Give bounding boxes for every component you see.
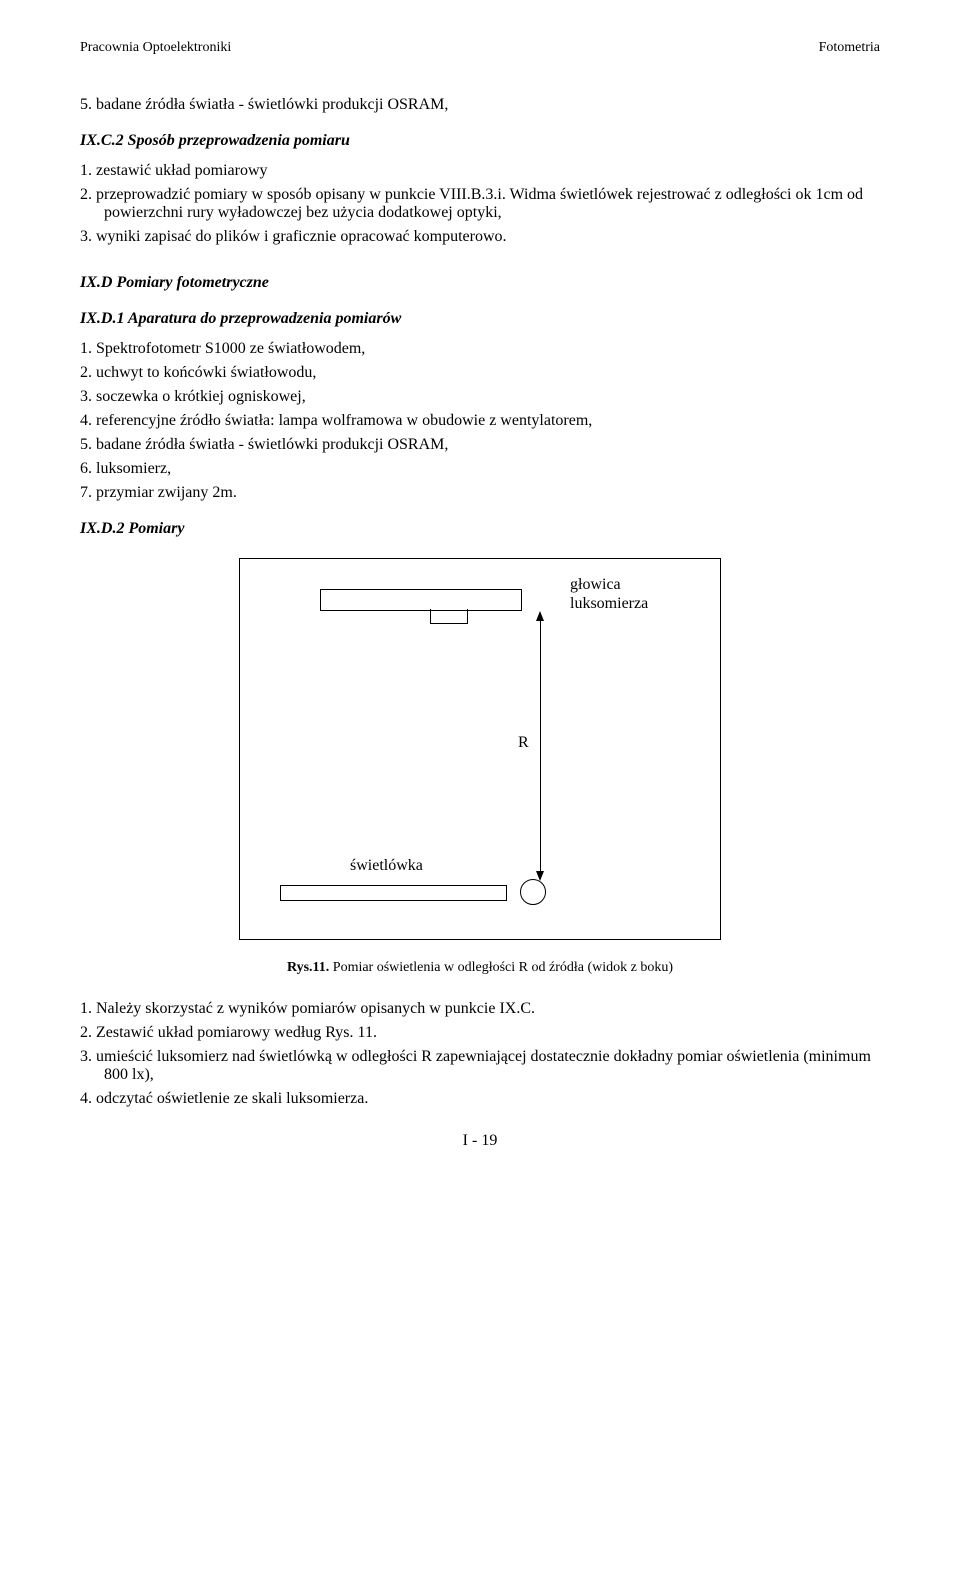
d2-item: 3. umieścić luksomierz nad świetlówką w …	[80, 1048, 880, 1084]
page: Pracownia Optoelektroniki Fotometria 5. …	[0, 0, 960, 1206]
d1-item: 1. Spektrofotometr S1000 ze światłowodem…	[80, 340, 880, 358]
d2-item: 1. Należy skorzystać z wyników pomiarów …	[80, 1000, 880, 1018]
figure-caption-text: Pomiar oświetlenia w odległości R od źró…	[329, 960, 673, 975]
c2-item: 3. wyniki zapisać do plików i graficznie…	[80, 228, 880, 246]
lux-foot-rect	[430, 609, 468, 624]
d2-item: 2. Zestawić układ pomiarowy według Rys. …	[80, 1024, 880, 1042]
section-d2-title: IX.D.2 Pomiary	[80, 520, 880, 538]
d1-item: 6. luksomierz,	[80, 460, 880, 478]
swietlowka-label: świetlówka	[350, 857, 423, 875]
header-left: Pracownia Optoelektroniki	[80, 40, 231, 56]
r-label: R	[518, 734, 529, 752]
c2-item: 1. zestawić układ pomiarowy	[80, 162, 880, 180]
section-c2-title: IX.C.2 Sposób przeprowadzenia pomiaru	[80, 132, 880, 150]
figure-caption: Rys.11. Pomiar oświetlenia w odległości …	[80, 960, 880, 976]
section-d1-title: IX.D.1 Aparatura do przeprowadzenia pomi…	[80, 310, 880, 328]
page-header: Pracownia Optoelektroniki Fotometria	[80, 40, 880, 56]
lux-head-rect	[320, 589, 522, 611]
c2-item: 2. przeprowadzić pomiary w sposób opisan…	[80, 186, 880, 222]
page-number: I - 19	[80, 1132, 880, 1150]
r-distance-line	[540, 613, 541, 879]
d2-item: 4. odczytać oświetlenie ze skali luksomi…	[80, 1090, 880, 1108]
swietlowka-circ	[520, 879, 546, 905]
lux-label: głowica luksomierza	[570, 575, 648, 613]
d1-item: 3. soczewka o krótkiej ogniskowej,	[80, 388, 880, 406]
top-list-item: 5. badane źródła światła - świetlówki pr…	[80, 96, 880, 114]
header-right: Fotometria	[819, 40, 880, 56]
measurement-diagram: głowica luksomierza R świetlówka	[239, 558, 721, 940]
d1-item: 7. przymiar zwijany 2m.	[80, 484, 880, 502]
figure-caption-num: Rys.11.	[287, 960, 329, 975]
d1-item: 4. referencyjne źródło światła: lampa wo…	[80, 412, 880, 430]
d1-item: 5. badane źródła światła - świetlówki pr…	[80, 436, 880, 454]
d1-item: 2. uchwyt to końcówki światłowodu,	[80, 364, 880, 382]
section-d-title: IX.D Pomiary fotometryczne	[80, 274, 880, 292]
swietlowka-rect	[280, 885, 507, 901]
